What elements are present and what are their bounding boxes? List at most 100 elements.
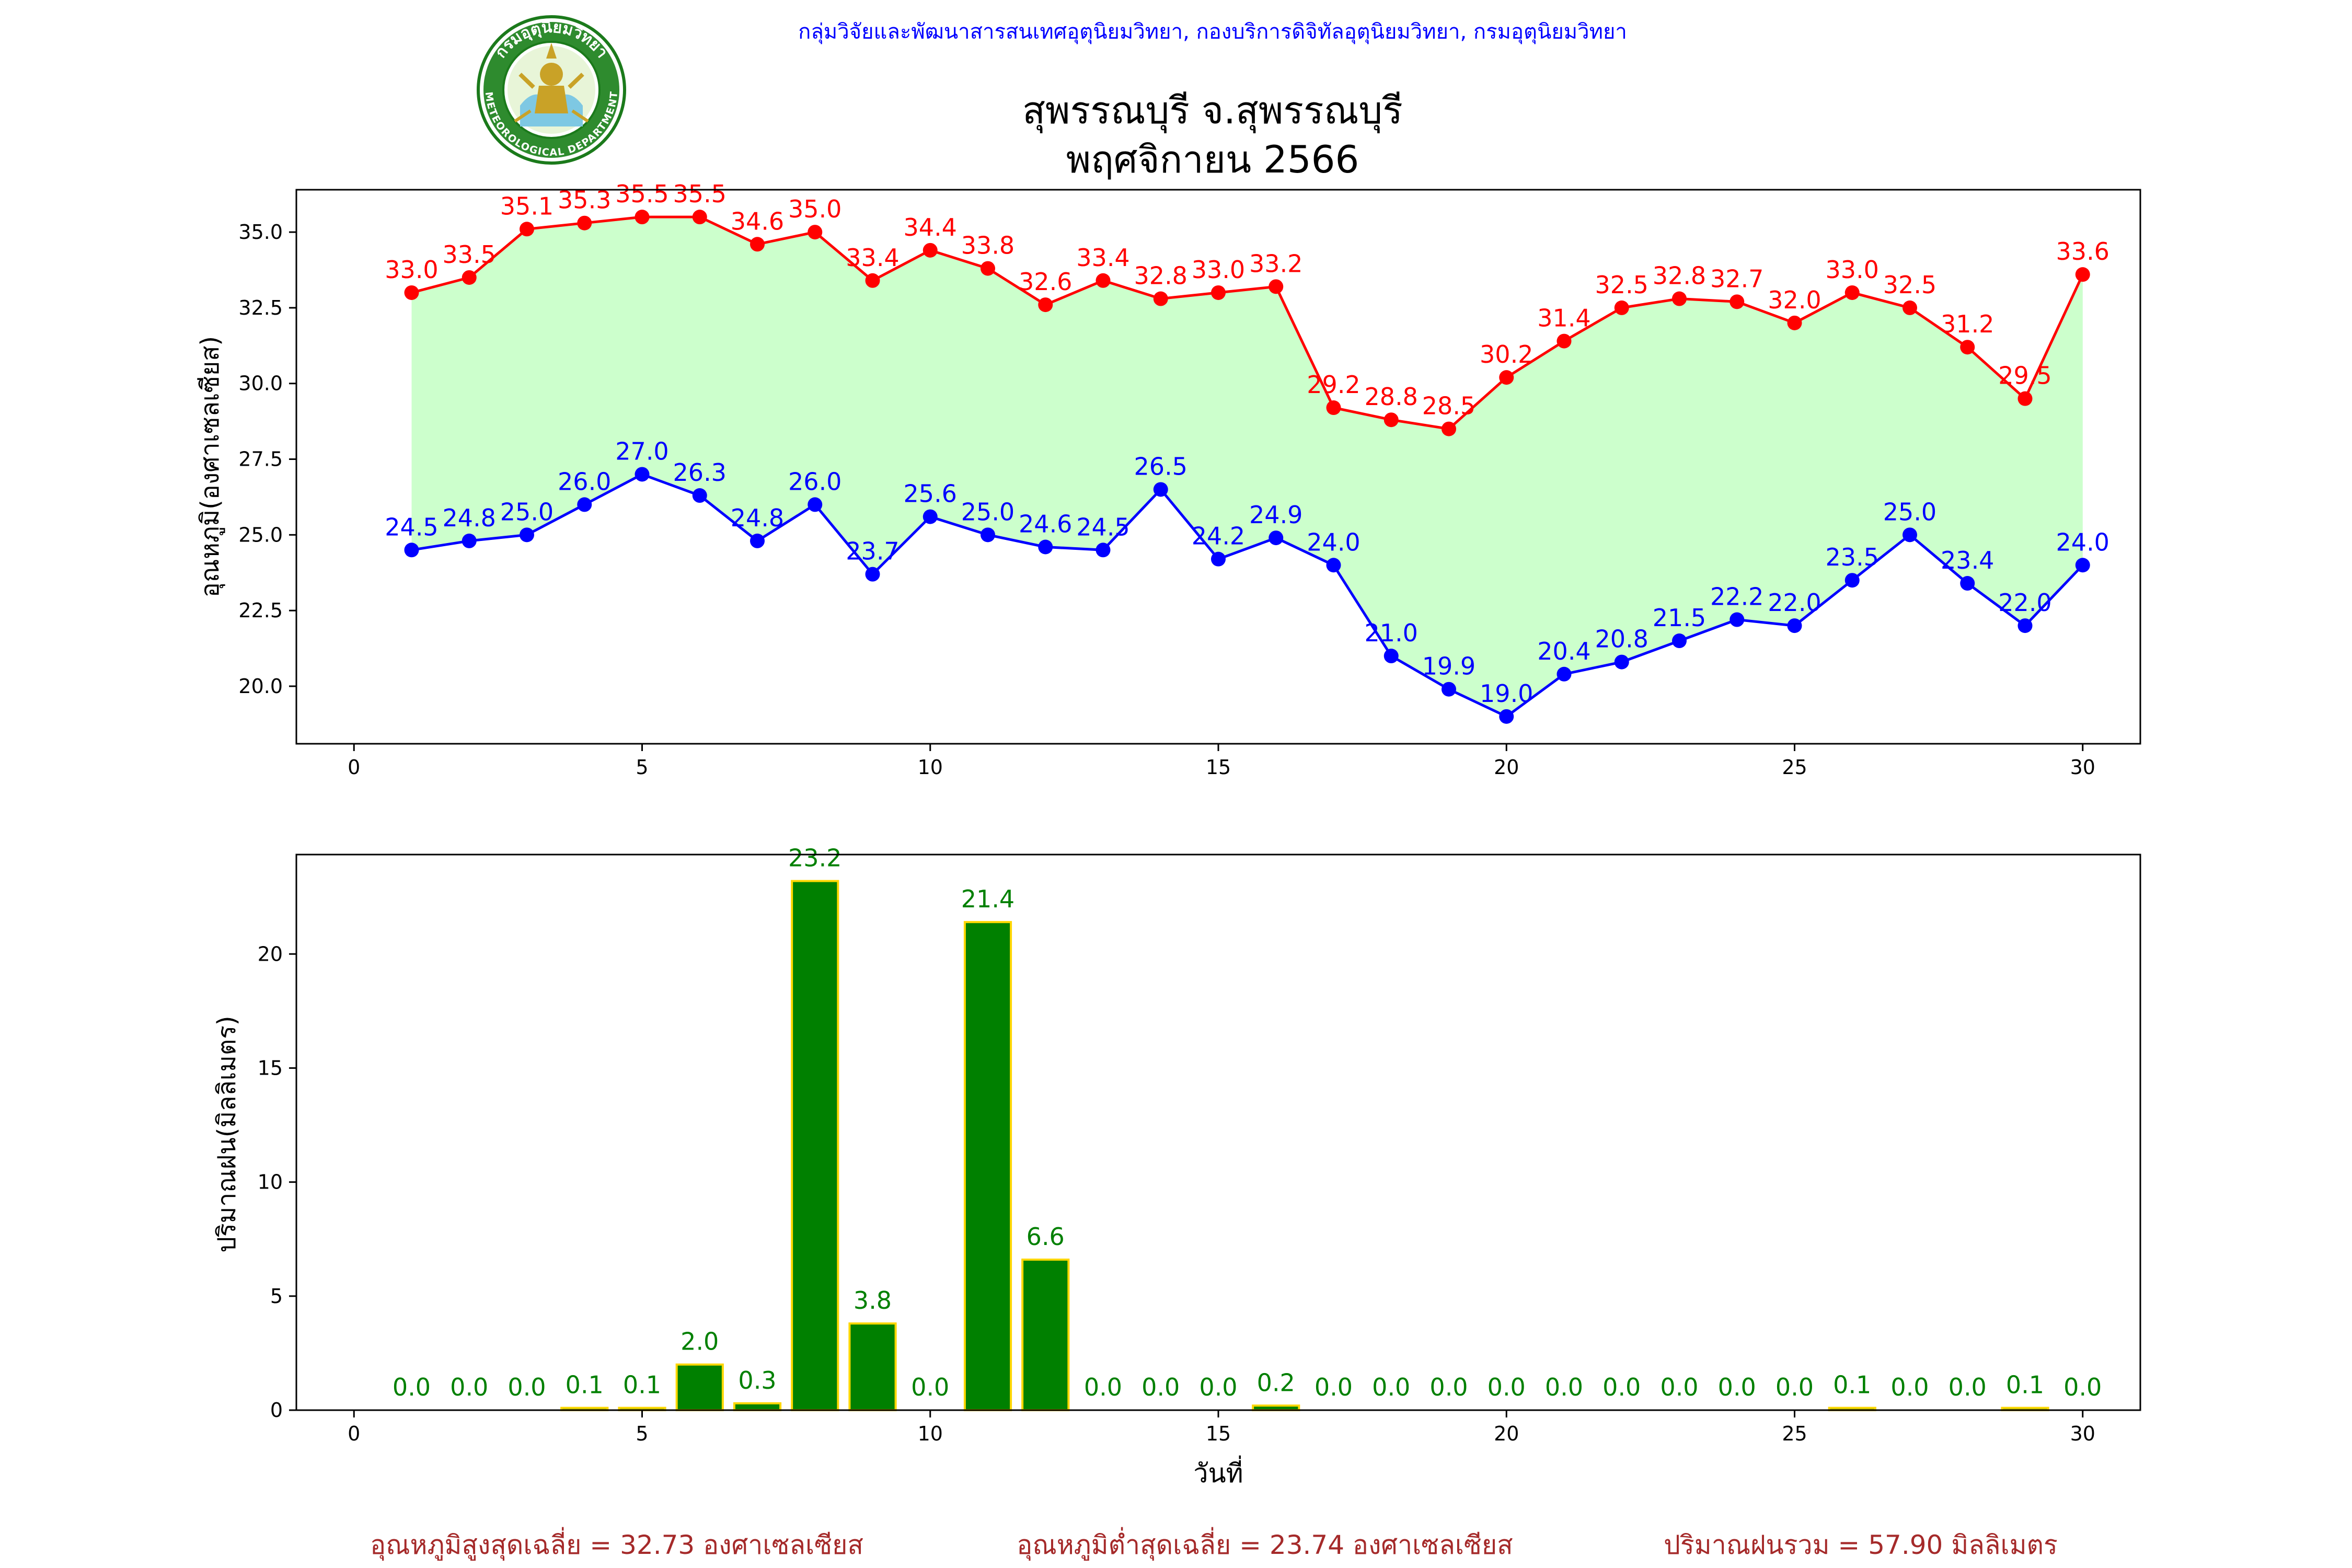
rainfall-value-label: 0.3	[738, 1366, 776, 1394]
min-temperature-point	[2075, 558, 2090, 573]
max-temperature-label: 31.4	[1537, 304, 1590, 332]
chart-title-period: พฤศจิกายน 2566	[1066, 137, 1359, 181]
max-temperature-point	[692, 210, 707, 225]
rainfall-value-label: 0.0	[1199, 1373, 1237, 1401]
rainfall-bar	[848, 1322, 897, 1411]
min-temperature-label: 25.0	[500, 498, 554, 526]
min-temperature-point	[1383, 649, 1399, 664]
rainfall-y-tick-label: 0	[270, 1399, 283, 1422]
max-temperature-label: 32.8	[1653, 262, 1706, 290]
rainfall-value-label: 0.0	[1545, 1373, 1583, 1401]
min-temperature-point	[404, 543, 419, 558]
max-temperature-label: 33.4	[1076, 244, 1129, 272]
min-temperature-label: 24.8	[443, 504, 496, 532]
rainfall-value-label: 0.0	[1602, 1373, 1641, 1401]
max-temperature-label: 29.5	[1998, 362, 2051, 390]
min-temperature-label: 21.5	[1653, 604, 1706, 632]
max-temperature-label: 33.5	[443, 240, 496, 269]
max-temperature-label: 32.5	[1883, 271, 1936, 299]
max-temperature-point	[2017, 391, 2033, 406]
min-temperature-point	[1614, 654, 1629, 670]
min-temperature-label: 24.0	[2056, 528, 2109, 556]
temperature-range-band	[411, 217, 2083, 717]
max-temperature-label: 35.3	[558, 186, 611, 214]
max-temperature-point	[1787, 315, 1802, 330]
min-temperature-label: 24.6	[1019, 510, 1072, 538]
min-temperature-point	[1730, 612, 1745, 627]
max-temperature-point	[1499, 370, 1514, 385]
rainfall-value-label: 0.1	[566, 1371, 604, 1399]
rainfall-value-label: 6.6	[1027, 1223, 1065, 1251]
min-temperature-label: 25.6	[904, 480, 957, 508]
summary-avg-min-temp: อุณหภูมิต่ำสุดเฉลี่ย = 23.74 องศาเซลเซีย…	[1017, 1527, 1513, 1561]
min-temperature-label: 26.0	[558, 467, 611, 495]
min-temperature-point	[1153, 482, 1168, 497]
min-temperature-label: 22.0	[1998, 589, 2051, 617]
min-temperature-label: 24.2	[1192, 522, 1245, 550]
rainfall-x-tick-label: 15	[1206, 1422, 1231, 1445]
max-temperature-label: 30.2	[1480, 340, 1533, 368]
rainfall-y-axis-label: ปริมาณฝน(มิลลิเมตร)	[212, 1016, 241, 1252]
temperature-x-tick-label: 5	[636, 756, 648, 779]
min-temperature-point	[1903, 527, 1917, 543]
min-temperature-label: 24.5	[385, 513, 438, 541]
min-temperature-label: 20.8	[1595, 625, 1648, 653]
min-temperature-point	[1096, 543, 1111, 558]
min-temperature-label: 24.9	[1249, 501, 1302, 529]
max-temperature-label: 34.6	[731, 207, 784, 235]
min-temperature-point	[808, 497, 823, 512]
rainfall-bar	[733, 1402, 782, 1412]
rainfall-x-tick-label: 30	[2070, 1422, 2095, 1445]
min-temperature-point	[923, 509, 938, 524]
max-temperature-point	[1730, 294, 1745, 309]
temperature-y-tick-label: 20.0	[238, 675, 283, 698]
rainfall-y-tick-label: 10	[258, 1171, 283, 1194]
temperature-x-tick-label: 0	[348, 756, 360, 779]
min-temperature-label: 25.0	[1883, 498, 1936, 526]
max-temperature-label: 34.4	[904, 213, 957, 241]
max-temperature-point	[865, 273, 880, 288]
meteorological-department-logo: กรมอุตุนิยมวิทยา METEOROLOGICAL DEPARTME…	[477, 15, 626, 165]
max-temperature-label: 29.2	[1307, 371, 1360, 399]
max-temperature-point	[1557, 333, 1572, 349]
min-temperature-label: 22.2	[1710, 583, 1763, 611]
max-temperature-point	[1903, 300, 1917, 315]
max-temperature-label: 32.8	[1134, 262, 1187, 290]
rainfall-y-tick-label: 5	[270, 1285, 283, 1308]
max-temperature-point	[1844, 285, 1860, 300]
max-temperature-point	[923, 243, 938, 258]
rainfall-x-tick-label: 5	[636, 1422, 648, 1445]
rainfall-value-label: 0.0	[1775, 1373, 1814, 1401]
max-temperature-point	[1442, 421, 1456, 436]
rainfall-value-label: 0.0	[2063, 1373, 2102, 1401]
max-temperature-point	[1672, 291, 1687, 306]
min-temperature-point	[865, 567, 880, 582]
max-temperature-label: 32.6	[1019, 268, 1072, 296]
rainfall-value-label: 0.2	[1257, 1368, 1295, 1397]
max-temperature-point	[1614, 300, 1629, 315]
temperature-chart: 33.033.535.1 35.3 35.5 35.534.6 35.033.434.4…	[195, 180, 2141, 779]
max-temperature-label: 33.0	[1192, 256, 1245, 284]
max-temperature-point	[1326, 400, 1341, 416]
rainfall-value-label: 0.0	[1084, 1373, 1122, 1401]
rainfall-value-label: 0.1	[2006, 1371, 2044, 1399]
temperature-y-tick-label: 30.0	[238, 372, 283, 395]
max-temperature-point	[1960, 340, 1975, 355]
rainfall-value-label: 2.0	[681, 1328, 719, 1356]
max-temperature-point	[750, 237, 765, 252]
min-temperature-label: 24.8	[731, 504, 784, 532]
rainfall-y-tick-label: 20	[258, 942, 283, 965]
min-temperature-point	[577, 497, 592, 512]
max-temperature-point	[2075, 267, 2090, 282]
min-temperature-label: 25.0	[961, 498, 1014, 526]
rainfall-bar	[791, 880, 839, 1411]
min-temperature-label: 26.0	[788, 467, 841, 495]
temperature-x-tick-label: 20	[1494, 756, 1519, 779]
max-temperature-point	[1153, 291, 1168, 306]
min-temperature-point	[1326, 558, 1341, 573]
max-temperature-point	[1383, 412, 1399, 428]
rainfall-value-label: 0.0	[508, 1373, 546, 1401]
max-temperature-point	[1038, 297, 1053, 313]
min-temperature-point	[635, 467, 650, 482]
max-temperature-label: 33.6	[2056, 237, 2109, 266]
